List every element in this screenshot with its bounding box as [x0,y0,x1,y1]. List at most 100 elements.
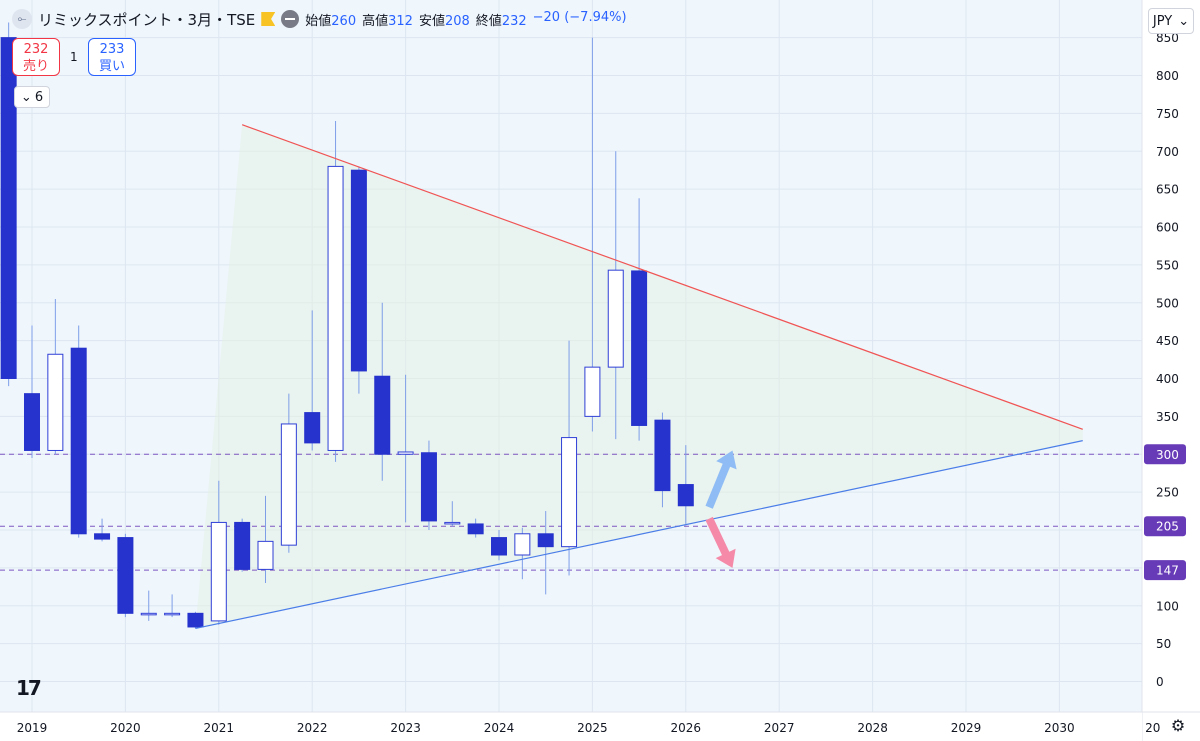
x-tick-label: 2029 [951,721,982,735]
high-label: 高値 [362,13,389,29]
candle [280,393,297,553]
candle [164,594,181,618]
y-tick-label: 450 [1156,334,1179,348]
buy-price: 233 [99,42,125,57]
candle-body [70,347,87,535]
y-tick-label: 350 [1156,410,1179,424]
buy-button[interactable]: 233 買い [88,38,136,76]
candle [304,310,321,451]
y-tick-label: 550 [1156,258,1179,272]
y-tick-label: 100 [1156,599,1179,613]
candle [607,151,624,440]
open-label: 始値 [305,13,332,29]
candle-body [280,423,297,546]
chart-header: ⟜ リミックスポイント・3月・TSE 始値260 高値312 安値208 終値2… [12,6,627,32]
candle [327,120,344,462]
buy-label: 買い [98,59,125,74]
chart-logo-icon: ⟜ [12,9,32,29]
candle [24,325,40,459]
candle-body [47,353,64,451]
candle [677,445,694,524]
y-tick-label: 250 [1156,486,1179,500]
candle [94,518,111,542]
candle [420,440,437,530]
y-tick-label: 850 [1156,31,1179,45]
flag-icon[interactable] [261,12,276,26]
candle [491,530,507,561]
resistance-line [241,124,1083,430]
candle-body [327,165,344,451]
tradingview-logo[interactable]: 17 [16,676,42,700]
x-tick-label: 2024 [484,721,515,735]
candle [257,495,274,584]
candle-body [631,270,648,426]
candle-body [467,523,484,535]
low-label: 安値 [418,13,445,29]
x-tick-label: 2028 [857,721,888,735]
low-value: 208 [444,13,470,29]
x-tick-label: 2022 [297,721,328,735]
candle [537,511,554,595]
x-tick-label: 2026 [671,721,702,735]
candle-body [444,521,461,525]
candle [187,611,204,629]
candle-body [234,521,251,570]
candle [374,302,391,481]
candle-body [140,612,157,616]
candle [584,37,601,432]
price-axis [1142,0,1200,741]
candle [561,340,578,576]
candle-body [654,419,671,492]
candle-body [350,169,367,372]
candle [444,501,461,527]
candle-body [164,612,181,616]
level-badge-147 [1144,560,1186,581]
candle-body [397,451,414,455]
candle [0,22,17,387]
minus-circle-icon[interactable] [281,10,300,28]
gear-icon[interactable]: ⚙ [1170,716,1186,735]
x-tick-label: 2023 [390,721,421,735]
y-tick-label: 50 [1156,637,1171,651]
y-tick-label: 600 [1156,221,1179,235]
indicators-toggle[interactable]: ⌄ 6 [14,86,50,108]
candle [70,325,87,538]
currency-label: JPY [1152,13,1173,29]
x-tick-label: 20 [1145,721,1160,735]
candle-body [537,533,554,548]
support-line [195,440,1083,630]
y-tick-label: 650 [1156,183,1179,197]
y-tick-label: 750 [1156,107,1179,121]
candle-body [304,412,321,444]
sell-price: 232 [23,42,49,57]
candle-body [374,375,391,455]
candle [654,412,671,508]
ohlc-values: 始値260 高値312 安値208 終値232 −20 (−7.94%) [305,10,626,29]
chevron-down-icon: ⌄ [1178,13,1190,29]
candle-body [94,533,111,540]
level-label-205: 205 [1156,520,1179,534]
level-label-300: 300 [1156,448,1179,462]
y-tick-label: 800 [1156,69,1179,83]
close-value: 232 [501,13,527,29]
candle [631,198,648,441]
candle-body [561,437,578,548]
currency-select[interactable]: JPY ⌄ [1148,8,1194,34]
symbol-title[interactable]: リミックスポイント・3月・TSE [38,10,256,29]
sell-button[interactable]: 232 売り [12,38,60,76]
candle-body [420,452,437,522]
candle [397,374,414,523]
candle-body [0,37,17,379]
candle-body [117,537,134,614]
candle [467,518,484,538]
candle [140,590,157,621]
candle-body [514,533,531,556]
y-tick-label: 0 [1156,675,1164,689]
candle [210,480,227,625]
x-tick-label: 2030 [1044,721,1075,735]
y-tick-label: 400 [1156,372,1179,386]
arrow-up [705,450,737,509]
x-tick-label: 2027 [764,721,795,735]
indicators-count: 6 [34,89,44,105]
